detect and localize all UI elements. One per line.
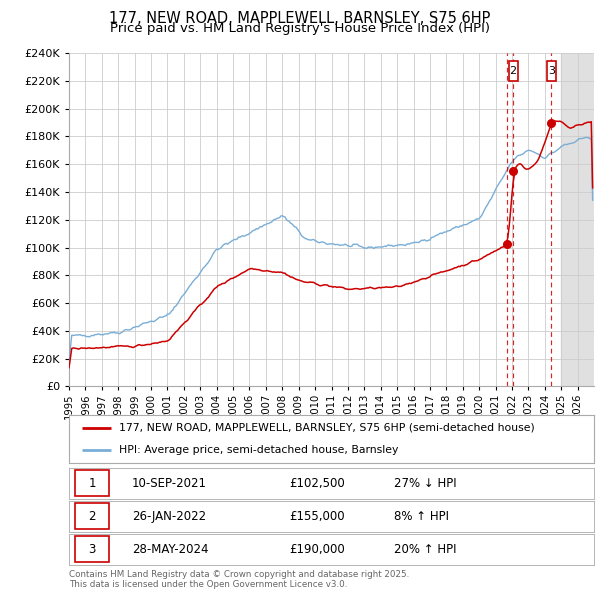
Text: 1: 1	[88, 477, 96, 490]
Text: 2: 2	[509, 66, 517, 76]
Text: 2: 2	[88, 510, 96, 523]
Text: 3: 3	[88, 543, 96, 556]
Text: £190,000: £190,000	[290, 543, 345, 556]
Text: £102,500: £102,500	[290, 477, 345, 490]
Text: 28-MAY-2024: 28-MAY-2024	[132, 543, 209, 556]
Text: 177, NEW ROAD, MAPPLEWELL, BARNSLEY, S75 6HP: 177, NEW ROAD, MAPPLEWELL, BARNSLEY, S75…	[109, 11, 491, 25]
Bar	[561, 53, 594, 386]
FancyBboxPatch shape	[76, 536, 109, 562]
Text: 3: 3	[548, 66, 555, 76]
Text: Contains HM Land Registry data © Crown copyright and database right 2025.
This d: Contains HM Land Registry data © Crown c…	[69, 570, 409, 589]
Text: 177, NEW ROAD, MAPPLEWELL, BARNSLEY, S75 6HP (semi-detached house): 177, NEW ROAD, MAPPLEWELL, BARNSLEY, S75…	[119, 423, 535, 433]
Text: 27% ↓ HPI: 27% ↓ HPI	[395, 477, 457, 490]
Text: HPI: Average price, semi-detached house, Barnsley: HPI: Average price, semi-detached house,…	[119, 445, 398, 455]
FancyBboxPatch shape	[76, 470, 109, 496]
Text: £155,000: £155,000	[290, 510, 345, 523]
Text: 8% ↑ HPI: 8% ↑ HPI	[395, 510, 449, 523]
Text: 20% ↑ HPI: 20% ↑ HPI	[395, 543, 457, 556]
Text: 26-JAN-2022: 26-JAN-2022	[132, 510, 206, 523]
Text: Price paid vs. HM Land Registry's House Price Index (HPI): Price paid vs. HM Land Registry's House …	[110, 22, 490, 35]
Text: 10-SEP-2021: 10-SEP-2021	[132, 477, 207, 490]
FancyBboxPatch shape	[547, 61, 556, 81]
FancyBboxPatch shape	[76, 503, 109, 529]
FancyBboxPatch shape	[509, 61, 518, 81]
